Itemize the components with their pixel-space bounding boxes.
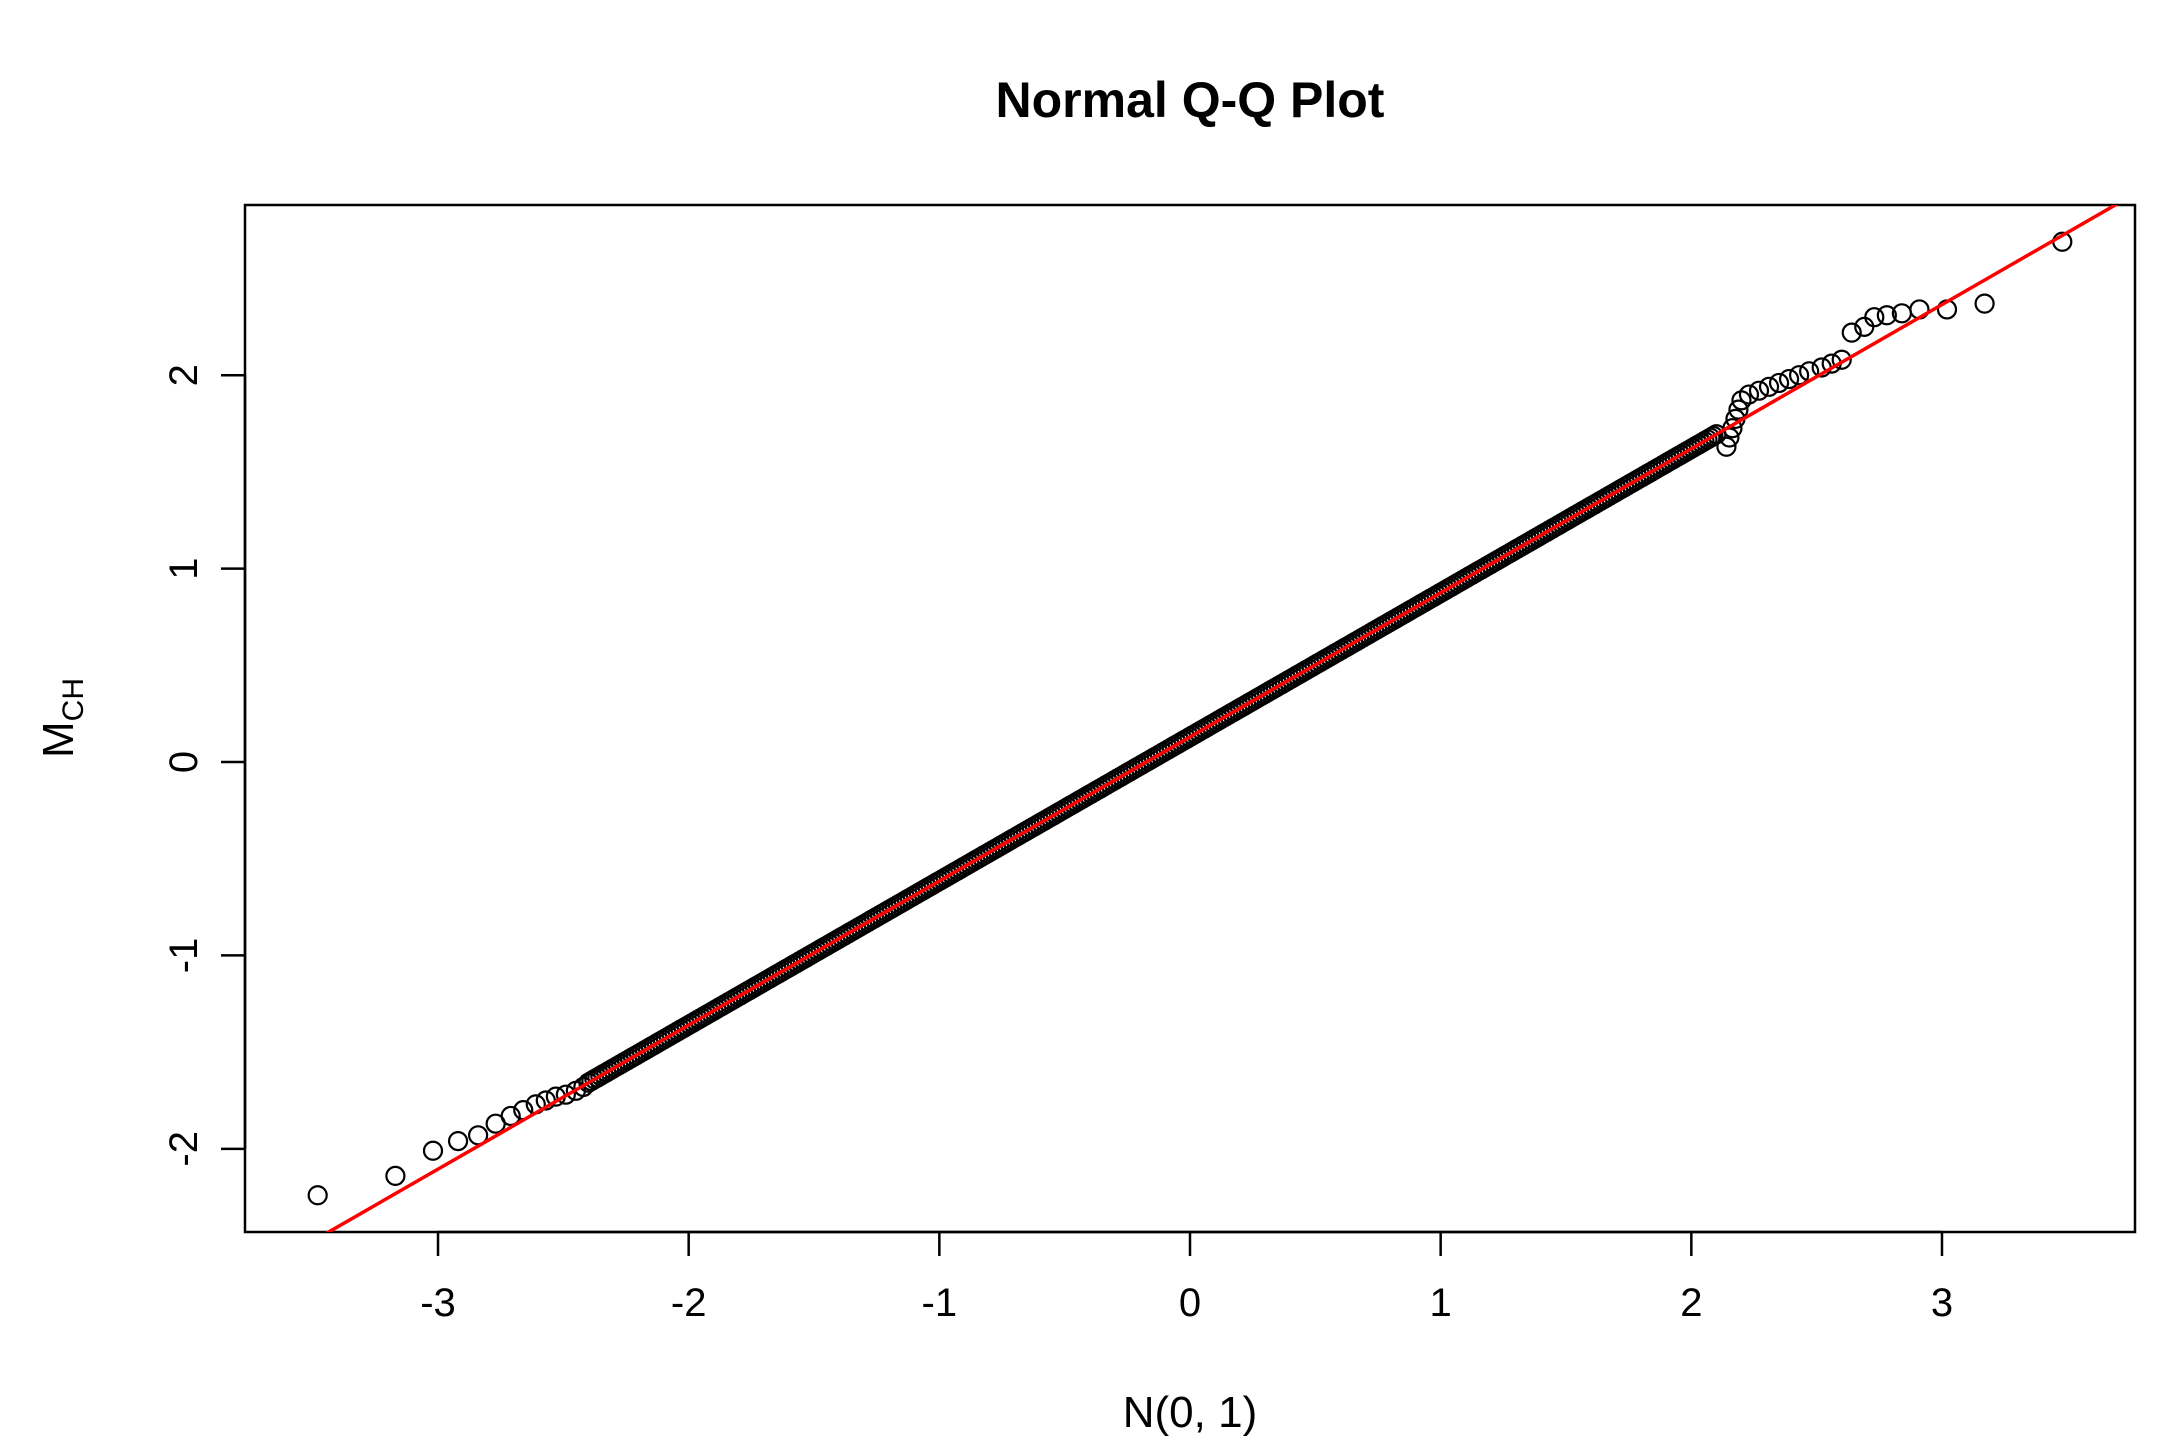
qq-point bbox=[573, 1076, 594, 1098]
y-axis-label: MCH bbox=[34, 678, 90, 758]
x-tick-label: 3 bbox=[1931, 1281, 1953, 1325]
y-axis: -2 -1 0 1 2 bbox=[162, 364, 247, 1167]
x-tick-label: 0 bbox=[1179, 1281, 1201, 1325]
x-tick-label: -1 bbox=[922, 1281, 958, 1325]
x-axis: -3 -2 -1 0 1 2 3 bbox=[420, 1230, 1953, 1325]
qq-point bbox=[385, 1165, 406, 1187]
qq-point bbox=[500, 1105, 521, 1127]
qq-point bbox=[422, 1140, 444, 1161]
y-tick-label: -1 bbox=[162, 938, 206, 974]
chart-title: Normal Q-Q Plot bbox=[996, 72, 1385, 128]
x-tick-label: 2 bbox=[1680, 1281, 1702, 1325]
y-axis-label-sub: CH bbox=[57, 678, 90, 721]
qq-point bbox=[1716, 436, 1737, 457]
qq-point bbox=[1974, 293, 1995, 314]
qq-point bbox=[1703, 425, 1724, 447]
qq-point bbox=[1748, 380, 1770, 401]
x-tick-label: 1 bbox=[1430, 1281, 1452, 1325]
reference-line-group bbox=[325, 205, 2119, 1232]
qq-point bbox=[1876, 305, 1897, 326]
qq-point bbox=[1758, 376, 1780, 397]
x-tick-label: -3 bbox=[420, 1281, 456, 1325]
y-axis-label-main: M bbox=[34, 721, 83, 758]
qq-point bbox=[1738, 384, 1760, 405]
qq-point bbox=[1831, 349, 1852, 370]
y-tick-label: 1 bbox=[162, 557, 206, 579]
qq-point bbox=[555, 1084, 576, 1105]
y-tick-label: 2 bbox=[162, 364, 206, 386]
qq-point bbox=[1728, 399, 1749, 420]
qq-point bbox=[1778, 368, 1800, 390]
qq-point bbox=[1722, 418, 1743, 439]
qq-point bbox=[447, 1130, 469, 1152]
qq-point bbox=[307, 1185, 328, 1206]
qq-point bbox=[1789, 365, 1810, 386]
x-axis-label: N(0, 1) bbox=[1123, 1388, 1257, 1437]
qq-point bbox=[1768, 372, 1790, 394]
reference-line bbox=[325, 205, 2119, 1232]
y-tick-label: -2 bbox=[162, 1131, 206, 1167]
x-tick-label: -2 bbox=[671, 1281, 707, 1325]
qq-point bbox=[1864, 307, 1885, 328]
data-points bbox=[307, 231, 2073, 1206]
y-tick-label: 0 bbox=[162, 751, 206, 773]
qq-point bbox=[1841, 322, 1862, 343]
